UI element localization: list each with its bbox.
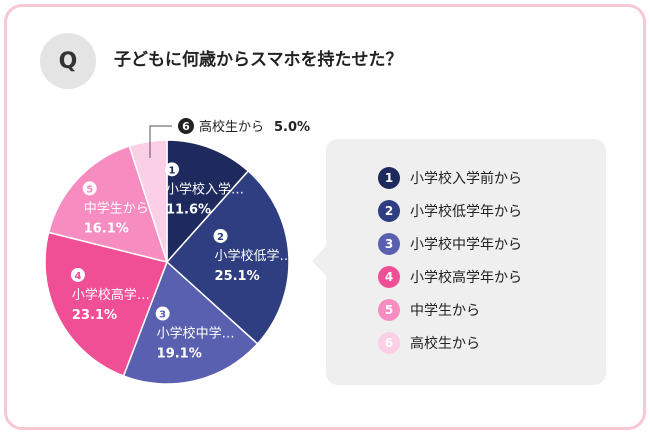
legend-item-5: 5 中学生から (378, 299, 480, 321)
callout-line (149, 125, 172, 158)
legend-number-badge: 6 (378, 332, 400, 354)
legend-label: 小学校入学前から (410, 171, 522, 187)
slice-value-label: 19.1% (157, 347, 202, 362)
slice-number-badge (82, 181, 97, 196)
slice-number: 5 (86, 184, 93, 195)
slice-number: 2 (217, 232, 224, 243)
legend-number-badge: 4 (378, 266, 400, 288)
legend-label: 小学校低学年から (410, 204, 522, 220)
question-badge: Q (40, 33, 96, 89)
slice-number: 1 (168, 165, 175, 176)
slice-category-label: 小学校中学… (157, 326, 235, 342)
slice-number: 6 (182, 120, 190, 133)
slice-number-badge (164, 162, 179, 177)
question-title: 子どもに何歳からスマホを持たせた？ (114, 50, 403, 70)
legend-label: 小学校高学年から (410, 270, 522, 286)
pie-slice-5 (47, 145, 169, 264)
legend-number-badge: 3 (378, 233, 400, 255)
pie-slice-1 (166, 139, 250, 264)
slice-label-4: 4 小学校高学… 23.1% (70, 267, 150, 323)
pie-slice-2 (165, 169, 290, 345)
legend-item-1: 1 小学校入学前から (378, 167, 522, 189)
slice-number: 4 (74, 271, 81, 282)
slice-value-label: 11.6% (166, 202, 211, 217)
slice-number-badge (213, 228, 228, 243)
legend-pointer (312, 246, 326, 276)
slice-label-5: 5 中学生から 16.1% (82, 181, 149, 236)
slice-number-badge (178, 118, 194, 134)
pie-slice-3 (122, 260, 259, 385)
slice-value-label: 25.1% (215, 269, 260, 284)
legend-number-badge: 1 (378, 167, 400, 189)
slice-category-label: 小学校入学… (166, 181, 244, 197)
slice-number-badge (155, 306, 170, 321)
slice-label-3: 3 小学校中学… 19.1% (155, 306, 235, 362)
legend: 1 小学校入学前から 2 小学校低学年から 3 小学校中学年から 4 小学校高学年から 5 中学生… (326, 139, 606, 385)
slice-label-1: 1 小学校入学… 11.6% (164, 162, 244, 217)
pie-slice-4 (44, 231, 169, 377)
slice-category-label: 小学校低学… (215, 248, 293, 264)
slice-label-6: 6 高校生から 5.0% (149, 118, 310, 158)
slice-value-label: 16.1% (84, 221, 129, 236)
slice-number-badge (70, 267, 85, 282)
legend-item-6: 6 高校生から (378, 332, 480, 354)
legend-item-4: 4 小学校高学年から (378, 266, 522, 288)
legend-label: 高校生から (410, 336, 480, 352)
legend-item-2: 2 小学校低学年から (378, 200, 522, 222)
slice-value-label: 5.0% (274, 120, 310, 135)
legend-number-badge: 5 (378, 299, 400, 321)
slice-value-label: 23.1% (72, 308, 117, 323)
slice-category-label: 小学校高学… (72, 287, 150, 303)
legend-item-3: 3 小学校中学年から (378, 233, 522, 255)
slice-category-label: 中学生から (84, 200, 149, 216)
legend-label: 小学校中学年から (410, 237, 522, 253)
slice-category-label: 高校生から (199, 119, 264, 135)
legend-label: 中学生から (410, 303, 480, 319)
slice-number: 3 (159, 310, 166, 321)
pie-slice-6 (128, 139, 168, 263)
slice-label-2: 2 小学校低学… 25.1% (213, 228, 293, 284)
legend-number-badge: 2 (378, 200, 400, 222)
